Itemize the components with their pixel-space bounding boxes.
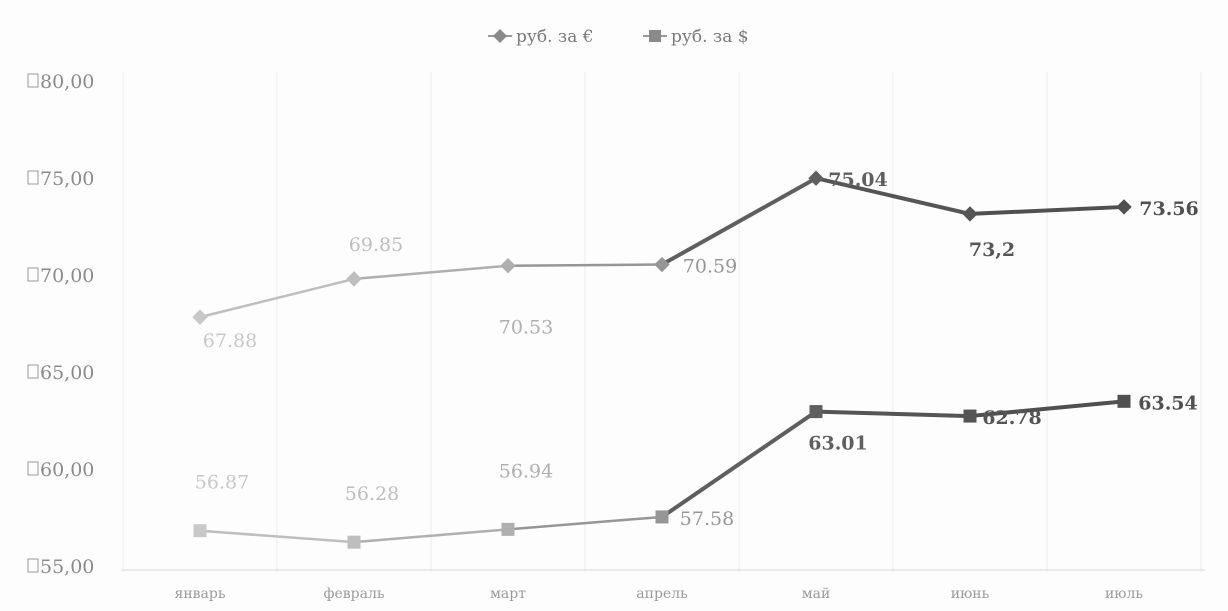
series-0-point — [500, 258, 516, 274]
x-tick-label: февраль — [324, 586, 385, 602]
x-axis: январь февраль март апрель май июнь июль — [175, 586, 1144, 602]
y-tick-label: 65,00 — [40, 362, 94, 384]
y-tick-label: 80,00 — [40, 71, 94, 93]
series-0-point — [962, 206, 978, 222]
series-1-segment — [814, 409, 972, 419]
legend: руб. за € руб. за $ — [488, 27, 749, 47]
series-0-data-label: 75.04 — [828, 169, 888, 191]
y-tick-marker — [27, 267, 39, 282]
series-0-segment — [352, 264, 510, 281]
series-0-point — [808, 170, 824, 186]
series-1-point — [193, 524, 207, 538]
y-tick-marker — [27, 170, 39, 185]
series-1-data-label: 56.94 — [499, 460, 553, 482]
y-tick-marker — [27, 364, 39, 379]
grid-layer — [122, 72, 1205, 572]
series-1-point — [347, 535, 361, 549]
legend-label-1: руб. за $ — [671, 27, 749, 47]
series-1-segment — [352, 528, 510, 544]
series-0-segment — [660, 176, 818, 267]
series-1-data-label: 56.87 — [195, 472, 249, 494]
series-1-segment — [506, 515, 664, 531]
series-1-segment — [660, 409, 818, 519]
series-1-point — [501, 522, 515, 536]
x-tick-label: апрель — [636, 586, 688, 602]
series-0-data-label: 73,2 — [969, 239, 1015, 261]
series-0-data-label: 73.56 — [1139, 198, 1199, 220]
x-tick-label: июль — [1105, 586, 1143, 602]
series-layer — [192, 170, 1132, 549]
legend-marker-1 — [649, 30, 661, 42]
x-tick-label: март — [490, 586, 526, 602]
series-0-segment — [814, 176, 972, 216]
series-0-segment — [506, 263, 664, 267]
series-1-segment — [968, 399, 1126, 419]
series-1-data-label: 63.54 — [1138, 392, 1198, 414]
x-tick-label: июнь — [951, 586, 990, 602]
legend-marker-0 — [493, 29, 507, 43]
y-tick-marker — [27, 461, 39, 476]
series-1-point — [809, 405, 823, 419]
series-0-data-label: 67.88 — [203, 330, 257, 352]
series-0-point — [654, 256, 670, 273]
series-1-data-label: 57.58 — [680, 508, 734, 530]
series-1-point — [1117, 394, 1131, 408]
series-1-point — [655, 510, 669, 524]
y-tick-marker — [27, 73, 39, 88]
series-0-segment — [968, 204, 1126, 216]
y-tick-label: 70,00 — [40, 265, 94, 287]
series-0-data-label: 70.59 — [683, 256, 737, 278]
series-0-point — [192, 309, 208, 325]
series-1-data-label: 63.01 — [808, 433, 868, 455]
series-0-point — [346, 271, 362, 287]
y-tick-label: 75,00 — [40, 168, 94, 190]
series-0-segment — [198, 277, 356, 319]
series-1-segment — [198, 529, 356, 544]
x-tick-label: май — [802, 586, 831, 602]
y-tick-marker — [27, 558, 39, 573]
series-1-point — [963, 409, 977, 423]
series-1-data-label: 56.28 — [345, 483, 399, 505]
series-0-data-label: 70.53 — [499, 317, 553, 339]
x-tick-label: январь — [175, 586, 226, 602]
y-axis: 80,00 75,00 70,00 65,00 60,00 55,00 — [27, 71, 94, 578]
y-tick-label: 60,00 — [40, 459, 94, 481]
series-0-point — [1116, 199, 1132, 215]
series-1-data-label: 62.78 — [982, 407, 1042, 429]
series-0-data-label: 69.85 — [349, 234, 403, 256]
legend-label-0: руб. за € — [516, 27, 594, 47]
y-tick-label: 55,00 — [40, 556, 94, 578]
data-labels: 67.88 69.85 70.53 70.59 75.04 73,2 73.56 56.87 5… — [195, 169, 1199, 530]
